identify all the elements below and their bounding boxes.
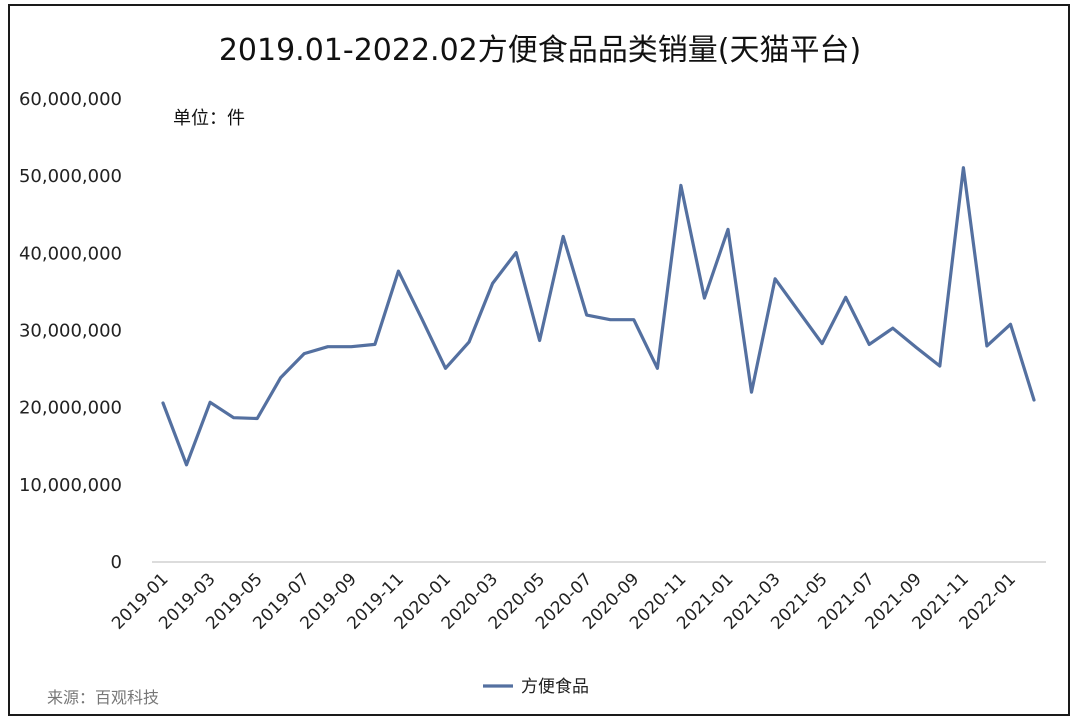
y-axis-ticks: 0 10,000,000 20,000,000 30,000,000 40,000,00… (19, 89, 122, 573)
data-point (679, 183, 683, 187)
chart-frame (8, 4, 1070, 716)
data-point (750, 390, 754, 394)
y-tick-label: 20,000,000 (19, 398, 122, 419)
data-point (891, 326, 895, 330)
data-point (232, 416, 236, 420)
legend: 方便食品 (483, 677, 589, 697)
data-point (396, 269, 400, 273)
data-point (820, 342, 824, 346)
source-note: 来源：百观科技 (47, 688, 159, 707)
legend-label: 方便食品 (521, 677, 589, 697)
data-point (185, 463, 189, 467)
data-point (797, 309, 801, 313)
data-point (373, 342, 377, 346)
y-tick-label: 30,000,000 (19, 321, 122, 342)
y-tick-label: 50,000,000 (19, 166, 122, 187)
unit-label: 单位：件 (173, 108, 245, 129)
data-point (867, 342, 871, 346)
y-tick-label: 60,000,000 (19, 89, 122, 110)
data-point (349, 345, 353, 349)
x-axis-ticks: 2019-012019-032019-052019-072019-092019-… (108, 569, 1020, 633)
y-tick-label: 10,000,000 (19, 475, 122, 496)
data-point (655, 366, 659, 370)
data-point (302, 352, 306, 356)
data-point (208, 400, 212, 404)
data-point (585, 313, 589, 317)
data-point (702, 296, 706, 300)
data-point (514, 251, 518, 255)
data-point (938, 364, 942, 368)
data-point (844, 295, 848, 299)
data-point (326, 345, 330, 349)
data-point (538, 339, 542, 343)
data-point (608, 318, 612, 322)
data-point (420, 317, 424, 321)
data-point (279, 376, 283, 380)
y-tick-label: 0 (111, 552, 122, 573)
data-point (255, 417, 259, 421)
y-tick-label: 40,000,000 (19, 243, 122, 264)
chart-title: 2019.01-2022.02方便食品品类销量(天猫平台) (219, 33, 861, 68)
data-point (491, 281, 495, 285)
data-point (161, 401, 165, 405)
data-point (985, 344, 989, 348)
data-point (1009, 322, 1013, 326)
data-point (632, 318, 636, 322)
data-point (1032, 398, 1036, 402)
data-point (467, 340, 471, 344)
data-point (773, 277, 777, 281)
data-point (914, 346, 918, 350)
data-point (444, 366, 448, 370)
data-point (961, 166, 965, 170)
data-point (561, 234, 565, 238)
data-point (726, 227, 730, 231)
series-line-方便食品 (161, 166, 1036, 467)
